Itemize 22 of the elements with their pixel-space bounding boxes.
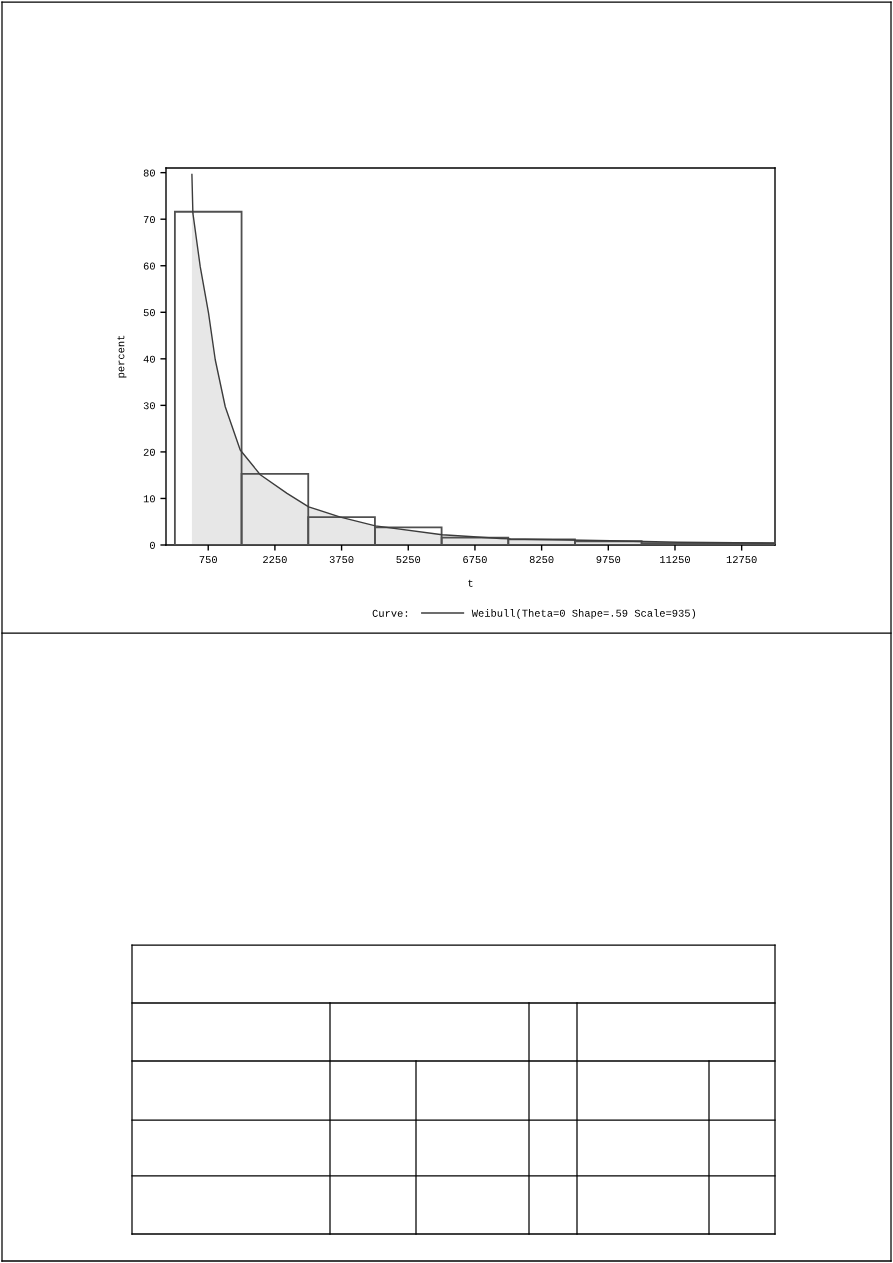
y-tick-label: 30 <box>143 402 155 410</box>
y-tick-label: 80 <box>143 169 155 177</box>
x-tick-label: 3750 <box>329 556 354 564</box>
x-tick-label: 9750 <box>596 556 621 564</box>
legend-label: Weibull(Theta=0 Shape=.59 Scale=935) <box>471 609 696 619</box>
x-tick-label: 8250 <box>529 556 554 564</box>
x-tick-label: 6750 <box>463 556 487 564</box>
y-tick-label: 70 <box>143 216 155 224</box>
x-tick-label: 11250 <box>660 556 690 564</box>
x-tick-label: 5250 <box>396 556 421 564</box>
y-tick-label: 0 <box>149 541 155 549</box>
y-tick-label: 20 <box>143 448 155 456</box>
x-tick-label: 750 <box>199 556 217 564</box>
y-tick-label: 50 <box>143 309 155 317</box>
x-tick-label: 2250 <box>263 556 287 564</box>
y-tick-label: 60 <box>143 262 155 270</box>
y-axis-title: percent <box>117 335 127 378</box>
legend-title: Curve: <box>372 609 408 617</box>
y-tick-label: 40 <box>143 355 155 363</box>
x-tick-label: 12750 <box>726 556 757 564</box>
y-tick-label: 10 <box>143 495 155 503</box>
x-axis-title: t <box>468 579 473 587</box>
